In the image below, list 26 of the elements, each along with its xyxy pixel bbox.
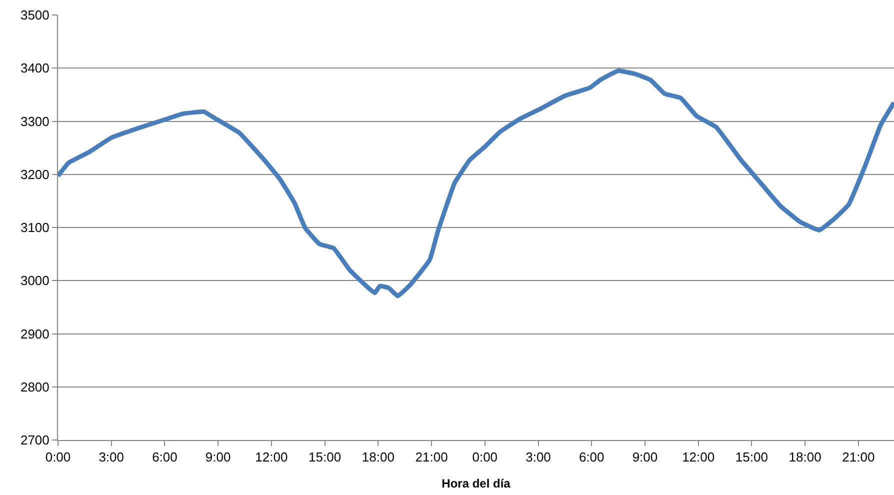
y-tick-label: 3500	[20, 8, 50, 23]
y-tick-label: 2700	[20, 432, 50, 448]
x-tick-label: 3:00	[98, 450, 124, 465]
y-tick-label: 3300	[20, 114, 50, 129]
y-tick-label: 2900	[20, 326, 50, 342]
x-tick-label: 18:00	[362, 450, 394, 465]
x-tick-label: 9:00	[632, 450, 658, 465]
x-tick-label: 9:00	[205, 450, 231, 465]
x-tick-label: 3:00	[526, 450, 551, 465]
x-tick-label: 21:00	[842, 450, 875, 465]
y-tick-label: 2800	[20, 379, 50, 394]
x-tick-label: 21:00	[415, 450, 448, 465]
x-tick-label: 6:00	[152, 450, 178, 465]
x-tick-label: 12:00	[682, 450, 715, 465]
x-tick-label: 18:00	[788, 450, 822, 465]
x-tick-label: 6:00	[578, 450, 604, 465]
y-tick-label: 3400	[20, 60, 50, 76]
y-tick-label: 3100	[20, 220, 50, 236]
y-tick-label: 3200	[20, 166, 50, 182]
x-tick-label: 0:00	[472, 450, 498, 465]
y-tick-label: 3000	[20, 273, 50, 288]
x-tick-label: 0:00	[45, 450, 71, 465]
x-axis-title: Hora del día	[442, 476, 511, 490]
x-tick-label: 15:00	[735, 450, 768, 465]
x-tick-label: 12:00	[255, 450, 288, 465]
x-tick-label: 15:00	[308, 450, 342, 465]
